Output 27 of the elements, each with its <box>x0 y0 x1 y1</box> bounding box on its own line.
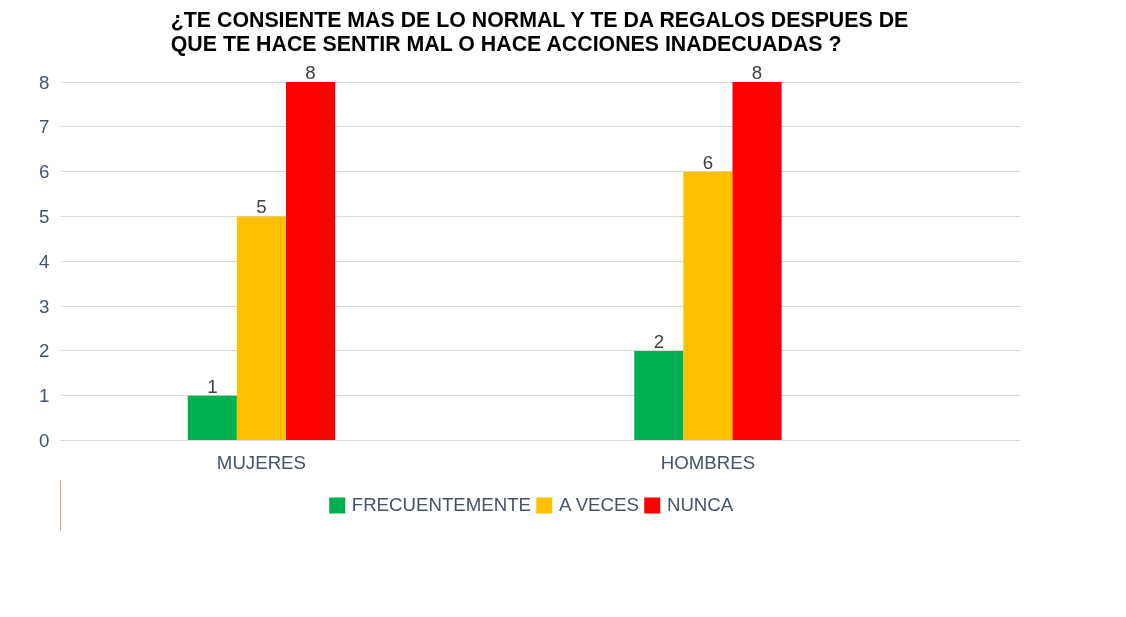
data-label: 6 <box>702 151 714 173</box>
legend-label: A VECES <box>559 494 639 516</box>
legend-label: FRECUENTEMENTE <box>351 494 532 516</box>
bar <box>634 350 684 441</box>
bar <box>285 82 336 441</box>
y-tick-label: 7 <box>39 116 50 138</box>
y-tick-label: 2 <box>39 340 50 362</box>
bar <box>187 395 237 441</box>
data-label: 2 <box>653 330 665 352</box>
y-tick-label: 6 <box>39 161 50 183</box>
chart-title: ¿TE CONSIENTE MAS DE LO NORMAL Y TE DA REGALOS DESPUES DE QUE TE HACE SENTIR MAL O HACE ACCIONES INADECUADAS ? <box>170 7 909 56</box>
x-tick-label: HOMBRES <box>660 451 756 473</box>
y-tick-label: 5 <box>39 205 50 227</box>
y-tick-label: 4 <box>39 250 50 272</box>
bar <box>683 171 733 441</box>
bar <box>732 82 782 441</box>
y-tick-label: 8 <box>39 71 50 93</box>
bar <box>236 216 286 441</box>
data-label: 8 <box>751 62 763 84</box>
data-label: 1 <box>207 375 218 397</box>
y-tick-label: 3 <box>39 295 50 317</box>
data-label: 8 <box>305 62 316 84</box>
x-tick-label: MUJERES <box>216 451 307 473</box>
y-tick-label: 1 <box>39 385 50 407</box>
y-tick-label: 0 <box>39 430 50 451</box>
data-label: 5 <box>256 196 267 218</box>
legend-label: NUNCA <box>666 494 734 516</box>
